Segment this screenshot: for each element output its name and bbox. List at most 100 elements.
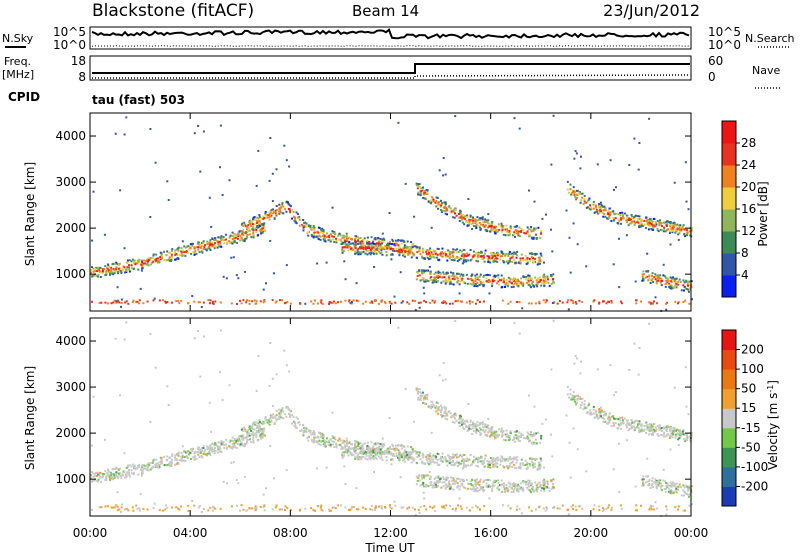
velocity-echo-point	[516, 437, 519, 440]
power-echo-point	[230, 256, 233, 259]
power-echo-point	[493, 279, 496, 282]
power-echo-point	[419, 192, 422, 195]
power-echo-point	[484, 219, 487, 222]
power-echo-point	[381, 246, 384, 249]
power-echo-point	[489, 252, 492, 254]
velocity-echo-point	[252, 431, 255, 434]
power-echo-point	[372, 250, 375, 253]
power-echo-point	[243, 240, 246, 243]
velocity-echo-point	[206, 452, 209, 455]
power-echo-point	[382, 237, 385, 240]
power-echo-point	[213, 247, 216, 250]
power-echo-point	[422, 276, 425, 279]
power-echo-point	[543, 275, 546, 278]
velocity-echo-point	[142, 467, 145, 470]
power-echo-point	[574, 150, 577, 153]
power-echo-point	[448, 275, 451, 278]
power-echo-point	[623, 212, 626, 215]
power-echo-point	[612, 212, 615, 215]
power-echo-point	[451, 252, 454, 255]
power-echo-point	[222, 238, 225, 241]
power-echo-point	[666, 279, 669, 282]
velocity-echo-point	[350, 443, 353, 446]
velocity-echo-point	[242, 438, 245, 441]
velocity-echo-point	[423, 462, 426, 465]
power-echo-point	[313, 226, 316, 229]
velocity-echo-point	[415, 483, 418, 486]
power-echo-point	[429, 257, 432, 260]
velocity-echo-point	[435, 483, 437, 486]
power-echo-point	[306, 232, 309, 235]
velocity-echo-point	[516, 489, 519, 492]
velocity-echo-point	[402, 444, 405, 447]
velocity-echo-point	[508, 434, 511, 437]
velocity-echo-point	[98, 474, 101, 477]
power-echo-point	[220, 238, 223, 241]
velocity-echo-point	[292, 420, 295, 423]
power-echo-point	[220, 235, 223, 238]
power-echo-point	[380, 239, 383, 242]
velocity-echo-point	[119, 475, 122, 477]
power-echo-point	[446, 259, 449, 262]
power-echo-point	[246, 233, 249, 236]
velocity-echo-point	[427, 405, 430, 408]
velocity-echo-point	[456, 482, 459, 485]
velocity-echo-point	[530, 435, 533, 438]
velocity-echo-point	[218, 450, 221, 453]
power-echo-point	[408, 302, 411, 305]
power-echo-point	[461, 279, 464, 282]
velocity-echo-point	[97, 473, 100, 476]
velocity-echo-point	[147, 469, 150, 472]
power-echo-point	[641, 225, 644, 228]
velocity-echo-point	[535, 489, 538, 492]
velocity-echo-point	[447, 460, 450, 463]
power-echo-point	[409, 250, 412, 253]
power-echo-point	[387, 244, 390, 247]
power-echo-point	[683, 289, 685, 292]
power-echo-point	[248, 302, 251, 305]
velocity-echo-point	[452, 414, 455, 417]
velocity-echo-point	[497, 456, 500, 459]
power-echo-point	[416, 184, 419, 187]
power-echo-point	[518, 282, 521, 285]
power-echo-point	[485, 277, 488, 280]
velocity-echo-point	[354, 446, 357, 449]
power-echo-point	[385, 251, 388, 253]
power-echo-point	[328, 303, 330, 305]
power-echo-point	[374, 251, 377, 254]
velocity-echo-point	[151, 461, 154, 464]
power-echo-point	[170, 253, 173, 256]
power-echo-point	[451, 302, 454, 305]
power-echo-point	[92, 267, 95, 270]
power-echo-point	[670, 287, 673, 290]
power-echo-point	[354, 238, 356, 241]
velocity-echo-point	[287, 412, 290, 415]
power-echo-point	[677, 283, 680, 286]
velocity-echo-point	[513, 436, 516, 439]
power-echo-point	[226, 242, 229, 245]
power-echo-point	[574, 301, 577, 304]
power-echo-point	[516, 232, 519, 235]
velocity-echo-point	[326, 437, 328, 440]
velocity-echo-point	[323, 441, 326, 444]
velocity-echo-point	[422, 401, 425, 404]
power-echo-point	[371, 300, 373, 303]
power-echo-point	[657, 276, 660, 279]
velocity-echo-point	[572, 391, 575, 394]
power-echo-point	[313, 233, 316, 236]
power-echo-point	[237, 232, 240, 235]
velocity-echo-point	[233, 446, 236, 449]
velocity-echo-point	[372, 445, 375, 448]
velocity-echo-point	[587, 403, 590, 406]
velocity-echo-point	[262, 434, 265, 436]
power-echo-point	[665, 279, 668, 282]
power-echo-point	[500, 250, 503, 253]
velocity-echo-point	[116, 468, 119, 471]
power-echo-point	[631, 216, 634, 219]
power-echo-point	[123, 266, 126, 269]
velocity-echo-point	[211, 446, 214, 449]
power-echo-point	[275, 300, 278, 303]
power-echo-point	[272, 272, 275, 275]
power-echo-point	[421, 272, 424, 275]
velocity-echo-point	[521, 434, 524, 437]
